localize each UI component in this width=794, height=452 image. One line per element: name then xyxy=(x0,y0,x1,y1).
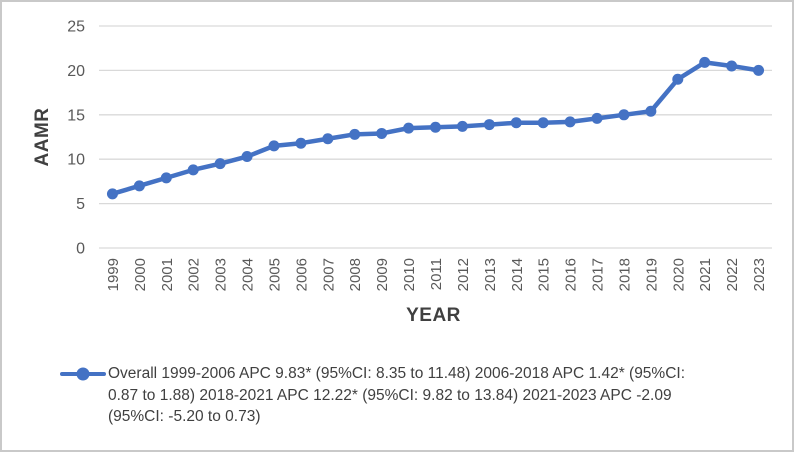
data-point-marker xyxy=(591,112,603,124)
data-point-marker xyxy=(376,127,388,139)
y-tick-label: 10 xyxy=(67,152,85,169)
x-tick-label: 2010 xyxy=(401,258,418,291)
legend-line-marker-icon xyxy=(60,367,106,381)
y-tick-label: 5 xyxy=(76,196,85,213)
data-point-marker xyxy=(268,140,280,152)
line-chart-canvas: 0 5 10 15 20 25 1999 2000 2001 2002 2003 2004 2005 20… xyxy=(67,19,772,291)
data-point-marker xyxy=(537,117,549,129)
legend-text-line: (95%CI: -5.20 to 0.73) xyxy=(108,408,261,425)
legend-text: Overall 1999-2006 APC 9.83* (95%CI: 8.35… xyxy=(108,363,685,428)
legend-dot-icon xyxy=(76,367,90,381)
data-point-marker xyxy=(618,109,630,121)
y-tick-label: 0 xyxy=(76,241,85,258)
x-tick-label: 2007 xyxy=(320,258,337,291)
x-tick-label: 1999 xyxy=(105,258,122,291)
y-tick-label: 25 xyxy=(67,19,85,36)
data-point-marker xyxy=(753,64,765,76)
x-tick-label: 2015 xyxy=(536,258,553,291)
x-tick-label: 2019 xyxy=(643,258,660,291)
data-point-marker xyxy=(510,117,522,129)
data-point-marker xyxy=(106,188,118,200)
legend-text-line: Overall 1999-2006 APC 9.83* (95%CI: 8.35… xyxy=(108,365,686,382)
data-point-marker xyxy=(430,121,441,133)
x-tick-label: 2012 xyxy=(455,258,472,291)
x-tick-label: 2021 xyxy=(697,258,714,291)
data-point-marker xyxy=(133,180,145,192)
data-point-marker xyxy=(187,164,199,176)
x-tick-label: 2002 xyxy=(186,258,203,291)
data-point-marker xyxy=(564,116,576,128)
x-tick-label: 2020 xyxy=(670,258,687,291)
data-point-marker xyxy=(726,60,738,72)
x-tick-label: 2017 xyxy=(590,258,607,291)
x-tick-label: 2011 xyxy=(428,258,445,290)
data-point-marker xyxy=(241,151,253,163)
x-tick-label: 2005 xyxy=(266,258,283,291)
data-point-marker xyxy=(295,137,307,149)
x-tick-label: 2008 xyxy=(347,258,364,291)
data-point-marker xyxy=(672,73,684,85)
data-point-marker xyxy=(645,105,657,117)
y-tick-label: 15 xyxy=(67,107,85,124)
x-tick-label: 2016 xyxy=(563,258,580,291)
data-point-marker xyxy=(699,56,711,68)
legend-text-line: 0.87 to 1.88) 2018-2021 APC 12.22* (95%C… xyxy=(108,386,672,404)
x-tick-label: 2023 xyxy=(751,258,768,291)
x-tick-label: 2000 xyxy=(132,258,149,291)
data-point-marker xyxy=(214,158,226,170)
x-tick-label: 2003 xyxy=(213,258,230,291)
data-point-marker xyxy=(349,128,361,140)
data-point-marker xyxy=(160,172,172,184)
x-tick-label: 2006 xyxy=(293,258,310,291)
x-tick-label: 2001 xyxy=(159,258,176,291)
x-axis-title: YEAR xyxy=(406,305,461,326)
data-point-marker xyxy=(403,122,415,134)
x-tick-label: 2004 xyxy=(240,258,257,291)
x-tick-label: 2018 xyxy=(616,258,633,291)
x-tick-label: 2022 xyxy=(724,258,741,291)
data-point-marker xyxy=(483,119,495,131)
x-tick-label: 2013 xyxy=(482,258,499,291)
x-tick-label: 2014 xyxy=(509,258,526,291)
chart-legend: Overall 1999-2006 APC 9.83* (95%CI: 8.35… xyxy=(60,363,762,428)
data-point-marker xyxy=(322,133,334,145)
y-tick-label: 20 xyxy=(67,63,85,80)
x-tick-label: 2009 xyxy=(374,258,391,291)
data-point-marker xyxy=(456,120,468,132)
